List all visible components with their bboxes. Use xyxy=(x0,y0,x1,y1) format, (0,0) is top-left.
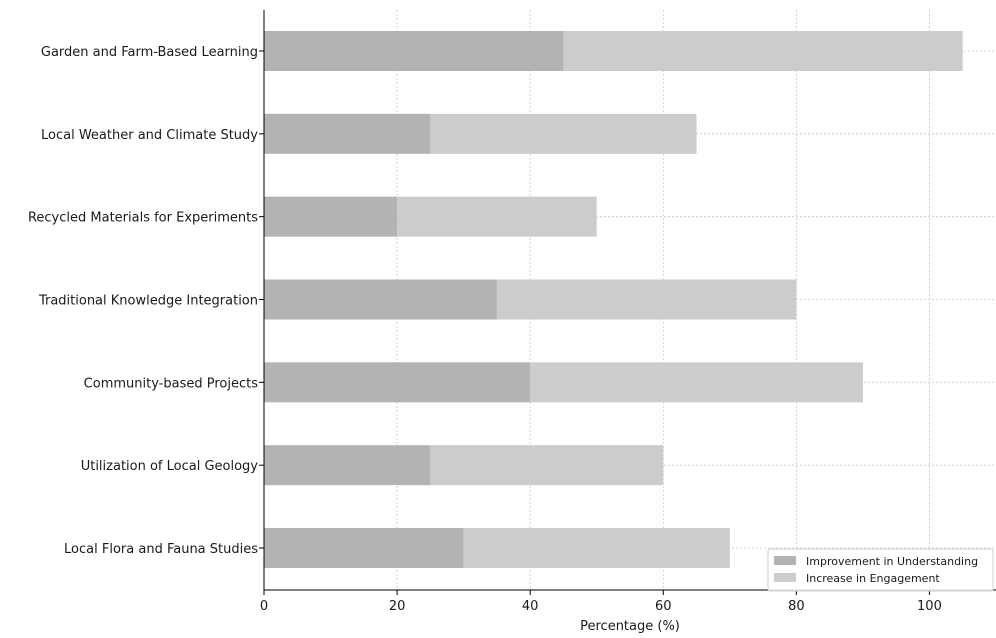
x-tick-label: 40 xyxy=(522,599,539,614)
x-tick-label: 100 xyxy=(917,599,942,614)
bar-improvement xyxy=(264,528,464,568)
bar-engagement xyxy=(496,279,797,320)
bar-improvement xyxy=(264,113,431,154)
legend-swatch-engagement xyxy=(774,573,796,582)
y-tick-label: Community-based Projects xyxy=(84,376,259,391)
legend-box xyxy=(767,548,994,592)
x-tick-label: 20 xyxy=(389,599,406,614)
y-tick-label: Local Flora and Fauna Studies xyxy=(64,542,258,557)
legend-label-engagement: Increase in Engagement xyxy=(806,572,940,585)
x-axis-title: Percentage (%) xyxy=(580,619,680,633)
x-tick-label: 0 xyxy=(260,599,268,614)
y-tick-label: Utilization of Local Geology xyxy=(81,459,259,474)
bar-improvement xyxy=(264,279,497,320)
bar-improvement xyxy=(264,196,398,237)
legend: Improvement in Understanding Increase in… xyxy=(767,548,994,592)
x-tick-label: 60 xyxy=(655,599,672,614)
bar-improvement xyxy=(264,445,431,486)
bar-engagement xyxy=(463,528,730,568)
bar-engagement xyxy=(430,445,664,486)
y-tick-label: Local Weather and Climate Study xyxy=(41,128,258,143)
x-tick-label: 80 xyxy=(788,599,805,614)
y-tick-label: Traditional Knowledge Integration xyxy=(38,294,258,309)
labels: 0 20 40 60 80 100 Local Flora and Fauna Studie… xyxy=(28,45,942,614)
bar-improvement xyxy=(264,31,564,71)
bars xyxy=(264,31,963,568)
bar-engagement xyxy=(397,196,597,237)
y-tick-label: Recycled Materials for Experiments xyxy=(28,211,258,226)
bar-engagement xyxy=(530,362,863,403)
legend-swatch-improvement xyxy=(774,556,796,565)
bar-engagement xyxy=(430,113,697,154)
y-tick-label: Garden and Farm-Based Learning xyxy=(41,45,258,60)
bar-engagement xyxy=(563,31,963,71)
bar-improvement xyxy=(264,362,531,403)
legend-label-improvement: Improvement in Understanding xyxy=(806,555,978,568)
